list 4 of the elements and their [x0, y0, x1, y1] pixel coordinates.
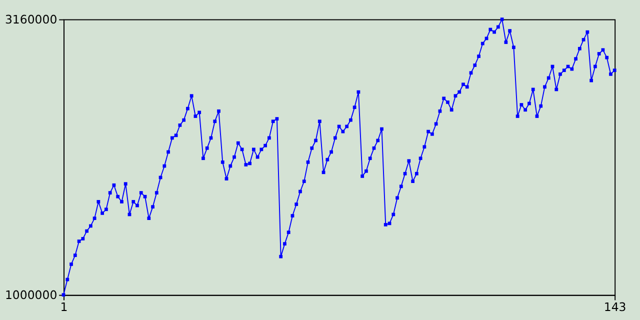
y-tick-label: 1000000 — [4, 288, 58, 302]
y-tick-label: 3160000 — [4, 12, 58, 27]
x-tick-label: 1 — [60, 300, 68, 314]
x-tick-label: 143 — [604, 300, 626, 314]
